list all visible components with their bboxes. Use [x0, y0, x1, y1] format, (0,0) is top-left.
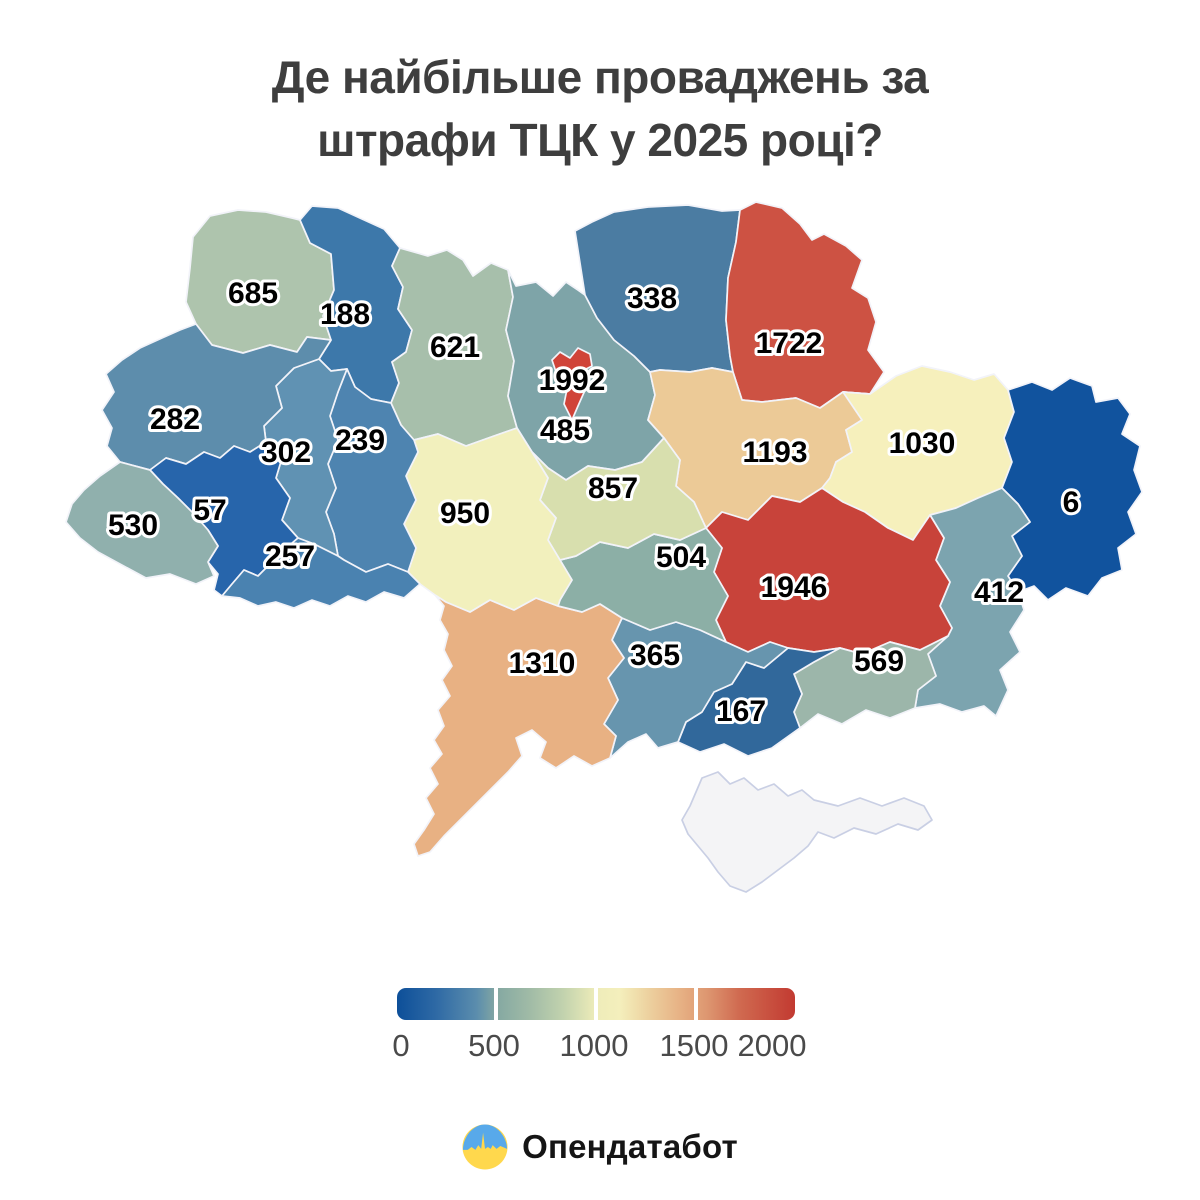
value-label-kirovohrad: 504: [656, 541, 706, 574]
value-label-zaporizhzhia: 569: [854, 645, 904, 678]
value-label-volyn: 685: [228, 277, 278, 310]
value-label-kyiv-oblast: 485: [540, 414, 590, 447]
logo-blue-skyline: [463, 1124, 508, 1150]
value-label-kyiv-city: 1992: [539, 364, 606, 397]
value-label-zakarpattia: 530: [108, 509, 158, 542]
value-label-chernivtsi: 257: [265, 540, 315, 573]
legend-tick-0: 0: [392, 1028, 410, 1063]
value-label-kherson: 167: [716, 695, 766, 728]
legend-tick-2000: 2000: [737, 1028, 807, 1063]
title-line-2: штрафи ТЦК у 2025 році?: [317, 114, 883, 166]
map-value-labels-layer: 685 188 621 485 338 1722 1193 1030 6 412 1946 569 16…: [105, 274, 1082, 731]
legend-tick-500: 500: [468, 1028, 520, 1063]
value-label-cherkasy: 857: [588, 472, 638, 505]
value-label-vinnytsia: 950: [440, 497, 490, 530]
region-sumy: [725, 201, 885, 409]
region-zakarpattia: [65, 461, 219, 585]
region-kyiv-city: [551, 347, 593, 421]
legend-divider-500: [494, 988, 498, 1020]
region-crimea: [681, 771, 933, 893]
legend-tick-1500: 1500: [659, 1028, 729, 1063]
region-odesa: [413, 594, 625, 857]
value-label-dnipropetrovsk: 1946: [761, 571, 828, 604]
value-label-zhytomyr: 621: [430, 331, 480, 364]
value-label-ternopil: 302: [261, 436, 311, 469]
color-scale-bar: [397, 988, 795, 1020]
value-label-mykolaiv: 365: [630, 639, 680, 672]
value-label-kharkiv: 1030: [889, 427, 956, 460]
opendatabot-logo-icon: [462, 1124, 508, 1170]
legend-divider-1500: [694, 988, 698, 1020]
value-label-lviv: 282: [150, 403, 200, 436]
value-label-rivne: 188: [320, 298, 370, 331]
value-label-donetsk: 412: [974, 576, 1024, 609]
value-label-chernihiv: 338: [627, 282, 677, 315]
brand-footer: Опендатабот: [0, 1124, 1200, 1170]
brand-name: Опендатабот: [522, 1128, 738, 1165]
region-chernivtsi: [221, 537, 421, 609]
map-regions-layer: [65, 201, 1143, 893]
value-label-khmelnytskyi: 239: [335, 424, 385, 457]
page-title: Де найбільше проваджень за штрафи ТЦК у …: [0, 46, 1200, 172]
legend-divider-1000: [594, 988, 598, 1020]
value-label-luhansk: 6: [1063, 486, 1080, 519]
value-label-poltava: 1193: [742, 436, 807, 469]
value-label-sumy: 1722: [756, 327, 823, 360]
value-label-ivano-frankivsk: 57: [193, 494, 226, 527]
value-label-odesa: 1310: [509, 647, 576, 680]
legend-tick-1000: 1000: [559, 1028, 629, 1063]
title-line-1: Де найбільше проваджень за: [271, 51, 929, 103]
